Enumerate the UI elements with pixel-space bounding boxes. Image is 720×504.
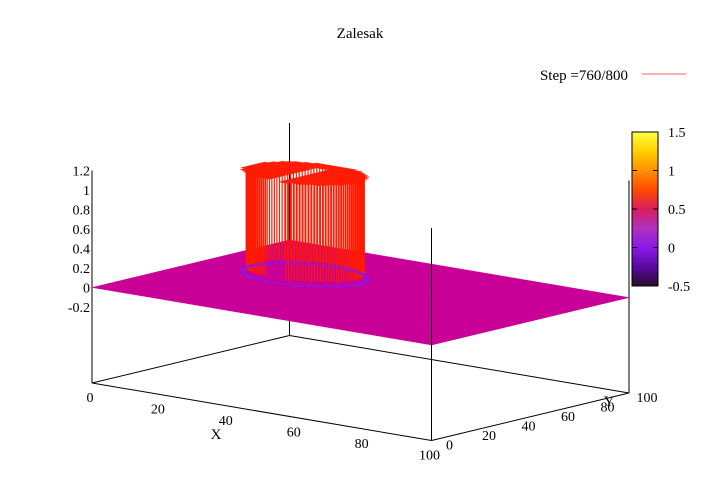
z-tick-label: 0 [83,282,90,297]
colorbar-ticks: 1.5 1 0.5 0 -0.5 [632,126,690,295]
legend: Step =760/800 [540,68,686,84]
y-axis-label: Y [604,394,615,410]
colorbar-tick-label: 1 [668,165,675,180]
y-tick-label: 0 [446,439,453,454]
z-tick-label: 0.8 [73,204,91,219]
colorbar-tick-label: 1.5 [668,126,686,141]
z-tick-label: 1.2 [73,165,91,180]
y-tick-label: 60 [561,410,575,425]
x-tick-label: 40 [219,414,233,429]
x-axis-label: X [211,427,222,443]
x-tick-label: 60 [287,426,301,441]
z-tick-label: 0.6 [73,223,91,238]
z-tick-label: 0.2 [73,262,91,277]
chart-title: Zalesak [337,26,384,42]
x-axis-ticks: 0 20 40 60 80 100 [87,391,441,464]
z-tick-label: 0.4 [73,243,91,258]
colorbar-tick-label: 0.5 [668,203,686,218]
y-tick-label: 40 [522,420,536,435]
legend-label: Step =760/800 [540,68,628,84]
y-tick-label: 100 [637,391,658,406]
surface-mesh [91,160,630,346]
x-tick-label: 100 [419,449,440,464]
y-tick-label: 20 [482,429,496,444]
z-axis-ticks: 1.2 1 0.8 0.6 0.4 0.2 0 -0.2 [68,165,90,317]
axes-box-front [91,180,630,441]
y-tick-label: 80 [601,401,615,416]
z-tick-label: -0.2 [68,301,90,316]
colorbar-tick-label: 0 [668,242,675,257]
colorbar-tick-label: -0.5 [668,280,690,295]
z-tick-label: 1 [83,184,90,199]
x-tick-label: 0 [87,391,94,406]
x-tick-label: 80 [355,437,369,452]
colorbar: 1.5 1 0.5 0 -0.5 [631,126,690,295]
y-axis-ticks: 0 20 40 60 80 100 [446,391,658,454]
x-tick-label: 20 [151,403,165,418]
